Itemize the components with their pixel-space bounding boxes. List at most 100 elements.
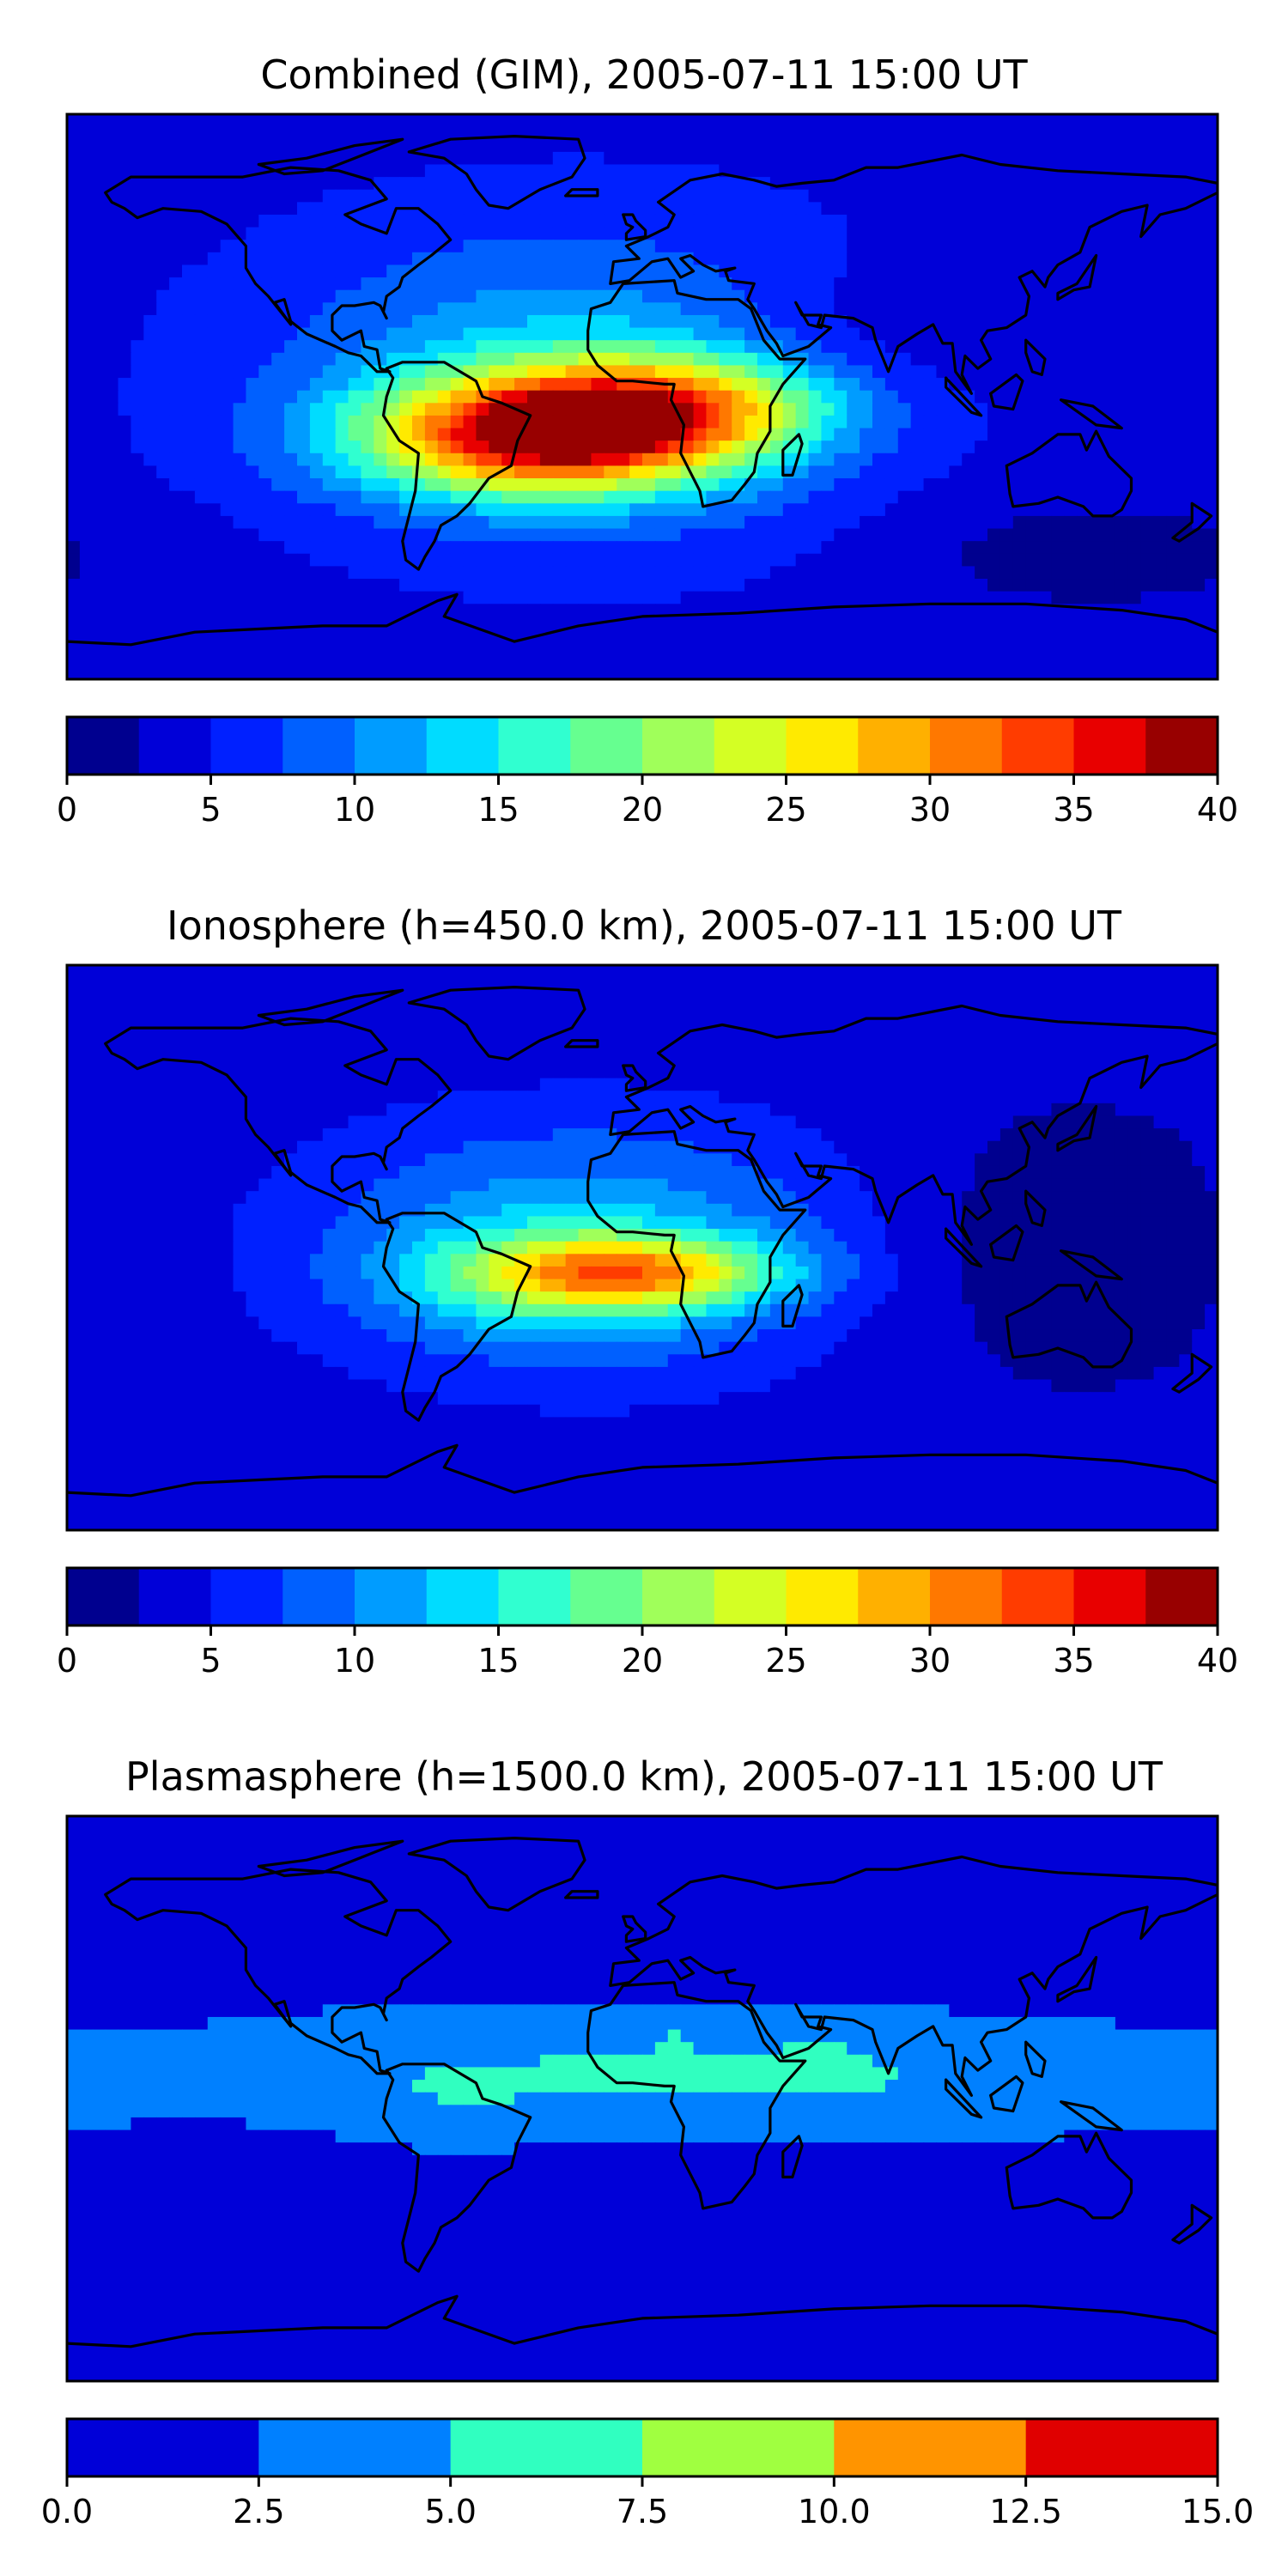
field-cell [450, 202, 465, 216]
colorbar-segment [210, 717, 283, 775]
field-cell [156, 314, 170, 329]
field-cell [246, 340, 259, 354]
coastline-arctic-islands [257, 137, 404, 176]
field-cell [897, 604, 912, 617]
field-cell [143, 277, 157, 291]
field-cell [335, 1040, 349, 1054]
field-cell [1166, 503, 1180, 517]
field-cell [437, 478, 452, 492]
field-cell [92, 553, 106, 567]
field-cell [769, 553, 784, 567]
field-cell [578, 503, 592, 517]
field-cell [335, 289, 349, 303]
field-cell [258, 189, 272, 203]
field-cell [693, 566, 708, 580]
field-cell [297, 1053, 311, 1066]
field-cell [897, 1002, 912, 1017]
field-cell [962, 139, 975, 153]
field-cell [782, 566, 797, 580]
field-cell [194, 1028, 209, 1042]
field-cell [604, 365, 617, 379]
field-cell [1115, 114, 1129, 128]
field-cell [744, 214, 758, 228]
field-cell [1051, 139, 1065, 153]
field-cell [246, 553, 259, 567]
field-cell [1103, 579, 1116, 592]
field-cell [437, 202, 452, 216]
field-cell [284, 390, 298, 404]
field-cell [1012, 653, 1027, 667]
field-cell [539, 616, 554, 630]
field-cell [220, 264, 234, 278]
field-cell [450, 666, 465, 679]
field-cell [1064, 415, 1078, 429]
field-cell [834, 453, 848, 467]
field-cell [501, 1015, 515, 1029]
field-cell [719, 227, 732, 240]
field-cell [910, 591, 925, 605]
field-cell [220, 990, 234, 1004]
field-cell [437, 314, 452, 329]
field-cell [489, 378, 502, 392]
field-cell [936, 465, 950, 479]
field-cell [450, 541, 465, 555]
field-cell [884, 440, 899, 454]
field-cell [847, 503, 860, 517]
field-cell [1179, 965, 1193, 979]
field-cell [706, 189, 720, 203]
field-cell [680, 126, 695, 140]
field-cell [450, 214, 465, 228]
field-cell [795, 653, 810, 667]
field-cell [591, 1053, 605, 1066]
field-cell [1090, 579, 1103, 592]
field-cell [92, 591, 106, 605]
field-cell [757, 189, 771, 203]
field-cell [309, 214, 324, 228]
field-cell [667, 566, 682, 580]
field-cell [399, 126, 413, 140]
field-cell [194, 240, 209, 253]
field-cell [131, 1078, 144, 1091]
field-cell [732, 403, 745, 416]
field-cell [808, 541, 823, 555]
field-cell [744, 490, 758, 504]
field-cell [399, 1015, 413, 1029]
field-cell [374, 465, 387, 479]
field-cell [1127, 302, 1142, 316]
field-cell [706, 453, 720, 467]
field-cell [348, 277, 362, 291]
field-cell [834, 390, 848, 404]
field-cell [67, 139, 81, 153]
field-cell [834, 653, 848, 667]
field-cell [910, 478, 925, 492]
field-cell [949, 965, 963, 979]
field-cell [284, 629, 298, 642]
field-cell [258, 528, 272, 542]
field-cell [374, 415, 387, 429]
field-cell [207, 553, 222, 567]
field-cell [67, 977, 81, 991]
field-cell [847, 653, 860, 667]
field-cell [962, 114, 975, 128]
field-cell [489, 1065, 502, 1079]
field-cell [131, 151, 144, 166]
field-cell [680, 227, 695, 240]
field-cell [1179, 378, 1193, 392]
field-cell [1205, 302, 1218, 316]
field-cell [949, 289, 963, 303]
field-cell [629, 352, 643, 367]
field-cell [1140, 378, 1155, 392]
field-cell [999, 653, 1014, 667]
field-cell [476, 579, 489, 592]
field-cell [821, 465, 835, 479]
field-cell [552, 528, 567, 542]
field-cell [706, 139, 720, 153]
field-cell [105, 1078, 119, 1091]
field-cell [246, 378, 259, 392]
field-cell [884, 289, 899, 303]
field-cell [910, 666, 925, 679]
field-cell [604, 252, 617, 266]
field-cell [169, 415, 183, 429]
field-cell [156, 227, 170, 240]
field-cell [386, 340, 400, 354]
